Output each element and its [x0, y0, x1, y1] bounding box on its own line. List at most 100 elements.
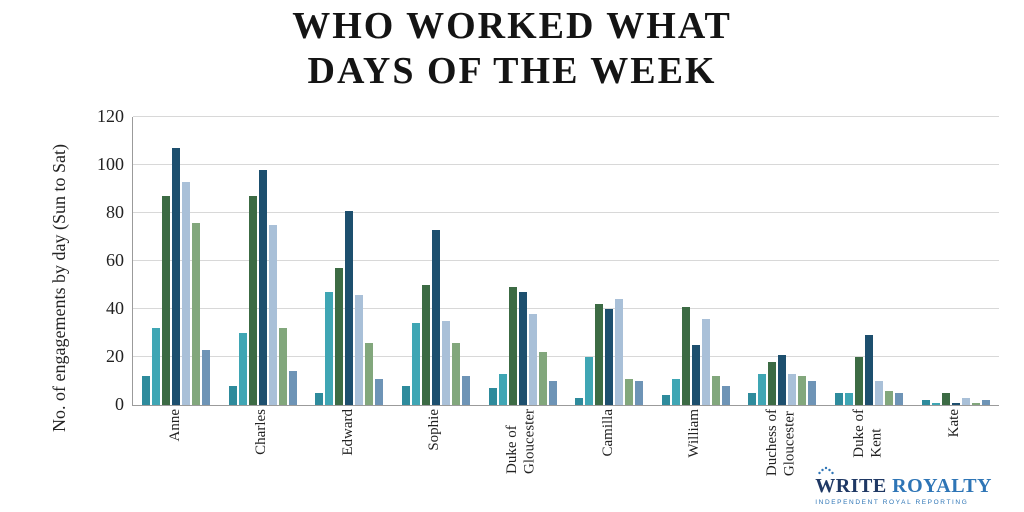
- bar-sun-kate: [921, 400, 930, 405]
- bar-thu-camilla: [615, 299, 624, 405]
- brand-name-first: WRITE: [815, 475, 887, 497]
- x-axis-label-anne: Anne: [166, 409, 183, 442]
- bar-tue-duke-of-kent: [855, 357, 864, 405]
- gridline-60: [133, 260, 999, 261]
- bar-wed-edward: [345, 210, 354, 405]
- bar-mon-charles: [238, 333, 247, 405]
- x-axis-label-kate: Kate: [946, 409, 963, 438]
- bar-wed-duke-of-gloucester: [518, 292, 527, 405]
- bar-sat-kate: [981, 400, 990, 405]
- bar-mon-duke-of-kent: [845, 393, 854, 405]
- bar-fri-camilla: [625, 378, 634, 405]
- bar-tue-duke-of-gloucester: [508, 287, 517, 405]
- bar-wed-anne: [172, 148, 181, 405]
- bar-sun-camilla: [575, 397, 584, 405]
- bar-fri-edward: [365, 342, 374, 405]
- bar-tue-sophie: [422, 285, 431, 405]
- bar-sun-charles: [228, 385, 237, 405]
- bar-sat-charles: [288, 371, 297, 405]
- bar-group-duke-of-gloucester: [479, 117, 566, 405]
- bar-tue-anne: [162, 196, 171, 405]
- x-axis-label-duke-of-gloucester: Duke of Gloucester: [504, 409, 538, 474]
- y-tick-label-40: 40: [106, 298, 124, 319]
- bar-fri-anne: [192, 222, 201, 405]
- bar-mon-edward: [325, 292, 334, 405]
- bar-wed-duke-of-kent: [865, 335, 874, 405]
- bar-mon-duke-of-gloucester: [498, 373, 507, 405]
- bar-group-duchess-of-gloucester: [739, 117, 826, 405]
- gridline-20: [133, 356, 999, 357]
- x-label-cell-william: William: [652, 409, 739, 511]
- bar-mon-william: [671, 378, 680, 405]
- bar-mon-kate: [931, 402, 940, 405]
- bar-sun-sophie: [402, 385, 411, 405]
- bar-sat-duchess-of-gloucester: [808, 381, 817, 405]
- bar-thu-duke-of-kent: [875, 381, 884, 405]
- gridline-40: [133, 308, 999, 309]
- bar-sat-camilla: [635, 381, 644, 405]
- x-axis-label-edward: Edward: [339, 409, 356, 456]
- x-axis-label-duchess-of-gloucester: Duchess of Gloucester: [764, 409, 798, 477]
- bar-wed-camilla: [605, 309, 614, 405]
- plot-area: [132, 116, 999, 406]
- bar-mon-camilla: [585, 357, 594, 405]
- bar-mon-sophie: [412, 323, 421, 405]
- gridline-120: [133, 116, 999, 117]
- bar-thu-anne: [182, 181, 191, 405]
- bar-thu-sophie: [442, 321, 451, 405]
- bar-sat-anne: [202, 349, 211, 405]
- bar-sat-william: [721, 385, 730, 405]
- bar-sun-duke-of-kent: [835, 393, 844, 405]
- brand-name: WRITE ROYALTY: [815, 476, 992, 497]
- bar-thu-duke-of-gloucester: [528, 313, 537, 405]
- bar-thu-kate: [961, 397, 970, 405]
- bar-tue-edward: [335, 268, 344, 405]
- bar-group-sophie: [393, 117, 480, 405]
- bar-group-william: [653, 117, 740, 405]
- bar-wed-william: [691, 345, 700, 405]
- y-tick-label-100: 100: [97, 154, 124, 174]
- bar-fri-charles: [278, 328, 287, 405]
- x-label-cell-duke-of-gloucester: Duke of Gloucester: [478, 409, 565, 511]
- bar-mon-duchess-of-gloucester: [758, 373, 767, 405]
- bar-fri-sophie: [452, 342, 461, 405]
- bar-wed-kate: [951, 402, 960, 405]
- bar-thu-william: [701, 318, 710, 405]
- bar-group-duke-of-kent: [826, 117, 913, 405]
- bar-group-kate: [912, 117, 999, 405]
- bar-thu-charles: [268, 225, 277, 405]
- bar-sat-sophie: [462, 376, 471, 405]
- y-axis-label: No. of engagements by day (Sun to Sat): [48, 143, 69, 432]
- bar-sat-duke-of-kent: [895, 393, 904, 405]
- y-tick-label-80: 80: [106, 202, 124, 223]
- x-axis-label-charles: Charles: [253, 409, 270, 455]
- bar-sat-duke-of-gloucester: [548, 381, 557, 405]
- bar-fri-william: [711, 376, 720, 405]
- bar-wed-sophie: [432, 229, 441, 405]
- bar-sun-duke-of-gloucester: [488, 388, 497, 405]
- bar-tue-charles: [248, 196, 257, 405]
- bar-thu-duchess-of-gloucester: [788, 373, 797, 405]
- bar-tue-camilla: [595, 304, 604, 405]
- y-tick-label-60: 60: [106, 250, 124, 270]
- x-label-cell-camilla: Camilla: [565, 409, 652, 511]
- x-label-cell-charles: Charles: [219, 409, 306, 511]
- x-label-cell-duchess-of-gloucester: Duchess of Gloucester: [738, 409, 825, 511]
- y-axis-ticks: 0 20 40 60 80 100 120: [80, 106, 124, 414]
- brand-tagline: INDEPENDENT ROYAL REPORTING: [815, 499, 969, 506]
- bar-sun-anne: [142, 376, 151, 405]
- bar-fri-duke-of-kent: [885, 390, 894, 405]
- x-label-cell-anne: Anne: [132, 409, 219, 511]
- brand-name-second: ROYALTY: [892, 475, 992, 497]
- y-tick-label-20: 20: [106, 346, 124, 367]
- x-label-cell-edward: Edward: [305, 409, 392, 511]
- y-tick-label-0: 0: [115, 394, 124, 414]
- bar-mon-anne: [152, 328, 161, 405]
- crown-icon: [818, 466, 834, 475]
- logo: WRITE ROYALTY INDEPENDENT ROYAL REPORTIN…: [815, 466, 992, 506]
- bar-sun-edward: [315, 393, 324, 405]
- bar-group-edward: [306, 117, 393, 405]
- bar-thu-edward: [355, 294, 364, 405]
- y-tick-label-120: 120: [97, 106, 124, 126]
- gridline-100: [133, 164, 999, 165]
